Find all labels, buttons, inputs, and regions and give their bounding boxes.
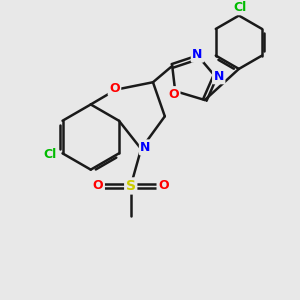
Text: N: N [140,141,151,154]
Text: O: O [93,179,104,192]
Text: Cl: Cl [234,1,247,14]
Text: N: N [192,48,203,61]
Text: S: S [126,179,136,193]
Text: O: O [158,179,169,192]
Text: Cl: Cl [44,148,57,161]
Text: N: N [214,70,224,83]
Text: O: O [168,88,179,100]
Text: O: O [109,82,120,95]
